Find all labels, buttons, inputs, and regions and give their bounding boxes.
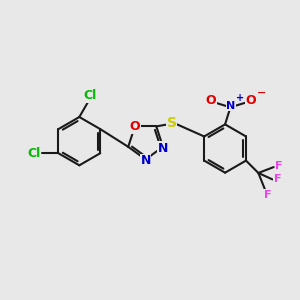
Text: −: −	[257, 88, 266, 98]
Text: F: F	[274, 174, 281, 184]
Text: N: N	[140, 154, 151, 167]
Text: N: N	[226, 101, 236, 111]
Text: Cl: Cl	[83, 89, 96, 102]
Text: N: N	[158, 142, 168, 155]
Text: O: O	[246, 94, 256, 107]
Text: O: O	[205, 94, 216, 107]
Text: +: +	[236, 93, 244, 103]
Text: Cl: Cl	[27, 147, 40, 160]
Text: F: F	[275, 161, 283, 171]
Text: F: F	[264, 190, 272, 200]
Text: O: O	[130, 120, 140, 133]
Text: S: S	[167, 116, 177, 130]
